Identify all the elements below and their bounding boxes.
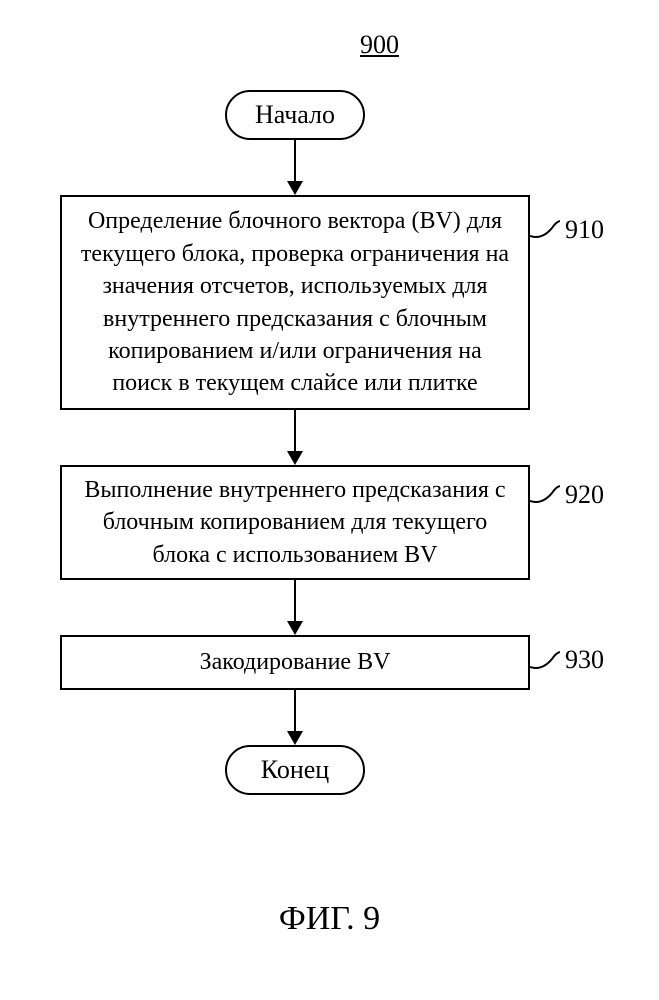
step-920-text: Выполнение внутреннего предсказания с бл… — [76, 474, 514, 571]
step-930-text: Закодирование BV — [200, 646, 391, 678]
step-910-text: Определение блочного вектора (BV) для те… — [76, 205, 514, 399]
step-920-box: Выполнение внутреннего предсказания с бл… — [60, 465, 530, 580]
step-930-label-text: 930 — [565, 645, 604, 674]
step-910-box: Определение блочного вектора (BV) для те… — [60, 195, 530, 410]
start-label: Начало — [255, 100, 335, 130]
step-920-label-text: 920 — [565, 480, 604, 509]
step-930-box: Закодирование BV — [60, 635, 530, 690]
arrow-920-930 — [294, 580, 296, 621]
connector-910 — [530, 218, 560, 242]
connector-930 — [530, 649, 560, 673]
arrowhead-start-910 — [287, 181, 303, 195]
end-terminator: Конец — [225, 745, 365, 795]
connector-920 — [530, 483, 560, 507]
flowchart-canvas: 900 Начало Определение блочного вектора … — [0, 0, 659, 1000]
start-terminator: Начало — [225, 90, 365, 140]
arrow-910-920 — [294, 410, 296, 451]
step-920-label: 920 — [565, 480, 604, 510]
end-label: Конец — [261, 755, 329, 785]
arrowhead-910-920 — [287, 451, 303, 465]
figure-number-text: 900 — [360, 30, 399, 59]
arrowhead-920-930 — [287, 621, 303, 635]
step-930-label: 930 — [565, 645, 604, 675]
step-910-label-text: 910 — [565, 215, 604, 244]
arrow-start-910 — [294, 140, 296, 181]
step-910-label: 910 — [565, 215, 604, 245]
figure-caption-text: ФИГ. 9 — [279, 900, 380, 937]
figure-number: 900 — [360, 30, 399, 60]
figure-caption: ФИГ. 9 — [0, 900, 659, 938]
arrow-930-end — [294, 690, 296, 731]
arrowhead-930-end — [287, 731, 303, 745]
